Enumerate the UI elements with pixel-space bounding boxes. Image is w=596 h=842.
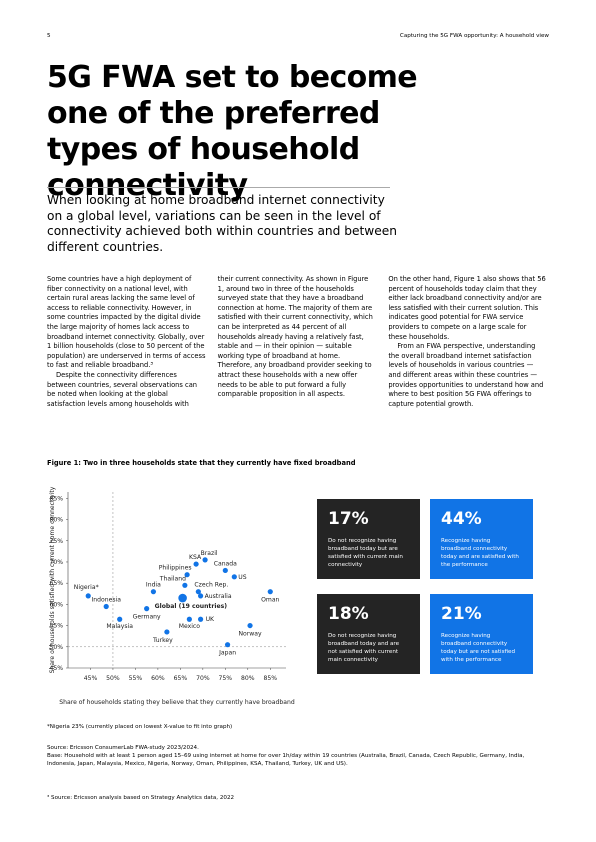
point-label: Brazil	[201, 550, 218, 557]
data-point	[197, 616, 204, 622]
rule	[47, 187, 390, 188]
data-point	[231, 574, 237, 580]
stat-value: 17%	[328, 509, 369, 529]
stat-text: Recognize having broadband connectivity …	[441, 538, 519, 568]
data-point	[193, 561, 199, 567]
x-tick-label: 50%	[106, 675, 120, 682]
y-tick-label: 50%	[49, 644, 63, 651]
point-label: US	[238, 574, 246, 581]
y-tick-label: 45%	[49, 665, 63, 672]
point-label: Germany	[133, 614, 161, 621]
point-label: Nigeria*	[74, 584, 99, 591]
chart-note: *Nigeria 23% (currently placed on lowest…	[47, 724, 233, 730]
point-label: Global (19 countries)	[155, 603, 228, 610]
stat-value: 18%	[328, 604, 369, 624]
data-point	[178, 593, 187, 603]
figure-caption: Figure 1: Two in three households state …	[47, 459, 356, 467]
data-point	[103, 603, 109, 610]
data-point	[202, 557, 208, 563]
data-point	[195, 589, 201, 595]
data-point	[222, 567, 228, 574]
paragraph: Some countries have a high deployment of…	[47, 275, 206, 370]
y-tick-label: 60%	[49, 601, 63, 608]
point-label: Turkey	[152, 637, 173, 644]
stat-text: Do not recognize having broadband today …	[328, 538, 403, 568]
stat-box: 21% Recognize having broadband connectivi…	[430, 594, 533, 674]
point-label: Philippines	[159, 565, 192, 572]
data-point	[186, 616, 192, 622]
point-label: Japan	[218, 650, 236, 657]
point-label: UK	[206, 616, 215, 623]
paragraph: Despite the connectivity differences bet…	[47, 275, 373, 408]
y-tick-label: 70%	[49, 559, 63, 566]
data-point	[267, 589, 273, 595]
stat-text: Do not recognize having broadband today …	[328, 633, 400, 663]
data-point	[247, 622, 253, 629]
stat-box: 44% Recognize having broadband connectivi…	[430, 499, 533, 579]
data-point	[144, 606, 150, 612]
point-label: Oman	[261, 597, 279, 604]
data-point	[197, 593, 204, 599]
data-point	[117, 616, 123, 622]
paragraph: From an FWA perspective, understanding t…	[388, 342, 544, 408]
x-tick-label: 45%	[84, 675, 98, 682]
source: Source: Ericsson ConsumerLab FWA-study 2…	[47, 745, 199, 751]
data-point	[184, 572, 190, 578]
chart: 45% 50% 55% 60% 65% 70% 75% 80% 85% 45% 50% 55% 60% 6…	[49, 486, 295, 706]
x-tick-label: 55%	[129, 675, 143, 682]
point-label: Mexico	[179, 623, 201, 630]
x-tick-label: 60%	[151, 675, 165, 682]
point-label: Indonesia	[91, 597, 121, 604]
page-number: 5	[47, 33, 51, 39]
running-title: Capturing the 5G FWA opportunity: A hous…	[399, 33, 549, 39]
point-label: India	[146, 582, 161, 589]
body-text: Some countries have a high deployment of…	[47, 275, 547, 445]
stat-box: 18% Do not recognize having broadband tod…	[317, 594, 420, 674]
y-axis-label: Share of households satisfied with curre…	[49, 486, 56, 673]
lead-text: When looking at home broadband internet …	[47, 193, 397, 254]
point-label: Thailand	[159, 575, 186, 582]
y-tick-label: 65%	[49, 580, 63, 587]
stat-text: Recognize having broadband connectivity …	[441, 633, 516, 663]
data-point	[150, 589, 157, 595]
base: Base: Household with at least 1 person a…	[47, 753, 525, 767]
data-point	[224, 642, 231, 648]
y-tick-label: 55%	[49, 623, 63, 630]
page-title: 5G FWA set to become one of the preferre…	[47, 60, 418, 203]
point-label: Norway	[238, 631, 262, 638]
y-tick-label: 85%	[49, 495, 63, 502]
x-tick-label: 85%	[263, 675, 277, 682]
x-axis-label: Share of households stating they believe…	[59, 699, 295, 706]
data-point	[85, 593, 91, 599]
stat-box: 17% Do not recognize having broadband tod…	[317, 499, 420, 579]
point-label: Canada	[214, 560, 237, 567]
point-label: Czech Rep.	[194, 582, 228, 589]
footnote: ³ Source: Ericsson analysis based on Str…	[47, 795, 235, 801]
point-label: Australia	[205, 593, 232, 600]
data-point	[164, 629, 170, 635]
stat-value: 21%	[441, 604, 482, 624]
x-tick-label: 75%	[219, 675, 233, 682]
point-label: KSA	[189, 554, 202, 561]
x-tick-label: 70%	[196, 675, 210, 682]
data-point	[182, 582, 188, 588]
point-label: Malaysia	[106, 623, 133, 630]
y-tick-label: 80%	[49, 517, 63, 524]
stat-value: 44%	[441, 509, 482, 529]
y-tick-label: 75%	[49, 538, 63, 545]
x-tick-label: 65%	[174, 675, 188, 682]
paragraph: On the other hand, Figure 1 also shows t…	[388, 275, 546, 341]
x-tick-label: 80%	[241, 675, 255, 682]
